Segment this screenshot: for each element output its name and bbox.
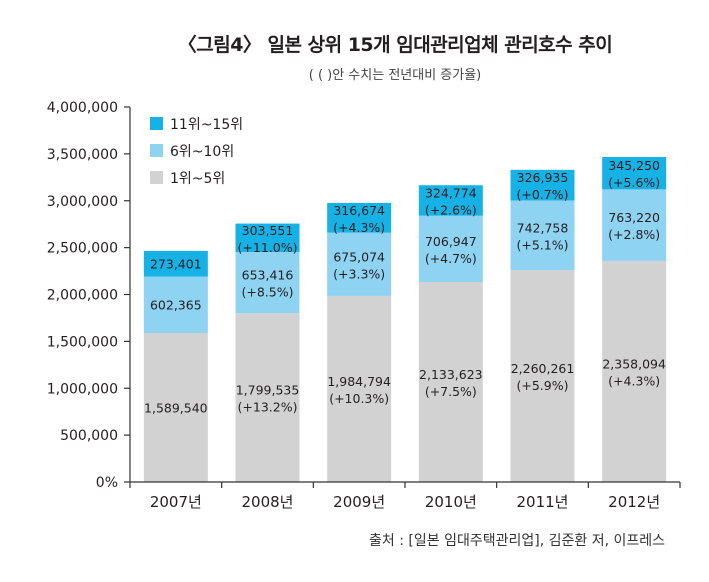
y-tick-label: 3,000,000 — [47, 194, 118, 210]
y-tick-label: 4,000,000 — [47, 100, 118, 116]
legend-swatch — [150, 144, 163, 157]
bar-segment — [143, 332, 208, 482]
data-label: 2,260,261 — [511, 361, 575, 376]
source-note: 출처 : [일본 임대주택관리업], 김준환 저, 이프레스 — [369, 533, 665, 549]
x-tick-label: 2010년 — [425, 493, 477, 511]
bar-segment — [327, 232, 392, 296]
growth-label: (+4.7%) — [425, 251, 477, 266]
x-tick-label: 2007년 — [150, 493, 202, 511]
x-tick-label: 2008년 — [242, 493, 294, 511]
data-label: 273,401 — [150, 257, 202, 272]
legend: 11위~15위 6위~10위 1위~5위 — [150, 117, 243, 187]
x-tick-label: 2011년 — [517, 493, 569, 511]
bar-segment — [602, 189, 667, 261]
bar-segment — [235, 313, 300, 482]
bar-segment — [510, 169, 575, 201]
growth-label: (+5.6%) — [608, 175, 660, 190]
chart-title: 〈그림4〉 일본 상위 15개 임대관리업체 관리호수 추이 — [177, 34, 613, 56]
bar-segment — [602, 260, 667, 482]
data-label: 2,358,094 — [602, 356, 666, 371]
x-tick-label: 2012년 — [608, 493, 660, 511]
data-label: 763,220 — [608, 210, 660, 225]
y-tick-label: 1,000,000 — [47, 381, 118, 397]
growth-label: (+5.1%) — [517, 237, 569, 252]
data-label: 675,074 — [333, 249, 385, 264]
bar-segment — [510, 270, 575, 482]
x-tick-label: 2009년 — [333, 493, 385, 511]
bar-segment — [418, 281, 483, 482]
data-label: 316,674 — [333, 203, 385, 218]
growth-label: (+5.9%) — [517, 378, 569, 393]
data-label: 1,589,540 — [144, 400, 208, 415]
bars: 1,589,540 602,365 273,401 1,799,535 (+13.2%)… — [143, 157, 667, 482]
y-tick-label: 500,000 — [60, 428, 118, 444]
data-label: 1,799,535 — [236, 383, 300, 398]
bar-segment — [418, 185, 483, 216]
y-tick-label: 1,500,000 — [47, 334, 118, 350]
data-label: 742,758 — [517, 220, 569, 235]
bar-segment — [235, 252, 300, 314]
y-tick-label: 2,000,000 — [47, 288, 118, 304]
data-label: 345,250 — [608, 158, 660, 173]
growth-label: (+3.3%) — [333, 266, 385, 281]
growth-label: (+10.3%) — [329, 391, 389, 406]
chart-subtitle: ( ( )안 수치는 전년대비 증가율) — [308, 68, 482, 83]
data-label: 324,774 — [425, 185, 477, 200]
x-axis: 2007년 2008년 2009년 2010년 2011년 2012년 — [129, 481, 681, 511]
bar-segment — [143, 276, 208, 333]
legend-swatch — [150, 171, 163, 184]
legend-label: 6위~10위 — [170, 144, 234, 160]
y-axis: 0% 500,000 1,000,000 1,500,000 2,000,000 2,50… — [47, 100, 131, 491]
growth-label: (+8.5%) — [242, 285, 294, 300]
y-tick-label: 2,500,000 — [47, 241, 118, 257]
growth-label: (+2.6%) — [425, 202, 477, 217]
y-tick-label: 0% — [96, 475, 118, 491]
growth-label: (+2.8%) — [608, 227, 660, 242]
growth-label: (+7.5%) — [425, 384, 477, 399]
legend-label: 11위~15위 — [170, 117, 243, 133]
bar-segment — [327, 295, 392, 482]
legend-label: 1위~5위 — [170, 171, 225, 187]
data-label: 706,947 — [425, 234, 477, 249]
data-label: 602,365 — [150, 298, 202, 313]
data-label: 1,984,794 — [327, 374, 391, 389]
growth-label: (+13.2%) — [238, 400, 298, 415]
bar-segment — [235, 223, 300, 253]
growth-label: (+4.3%) — [333, 220, 385, 235]
growth-label: (+4.3%) — [608, 373, 660, 388]
data-label: 653,416 — [242, 268, 294, 283]
data-label: 2,133,623 — [419, 367, 483, 382]
data-label: 303,551 — [242, 223, 294, 238]
bar-segment — [602, 157, 667, 190]
bar-segment — [418, 215, 483, 282]
growth-label: (+0.7%) — [517, 187, 569, 202]
bar-segment — [143, 250, 208, 277]
legend-swatch — [150, 117, 163, 130]
y-tick-label: 3,500,000 — [47, 147, 118, 163]
bar-segment — [510, 200, 575, 271]
growth-label: (+11.0%) — [238, 240, 298, 255]
bar-segment — [327, 202, 392, 233]
data-label: 326,935 — [517, 170, 569, 185]
